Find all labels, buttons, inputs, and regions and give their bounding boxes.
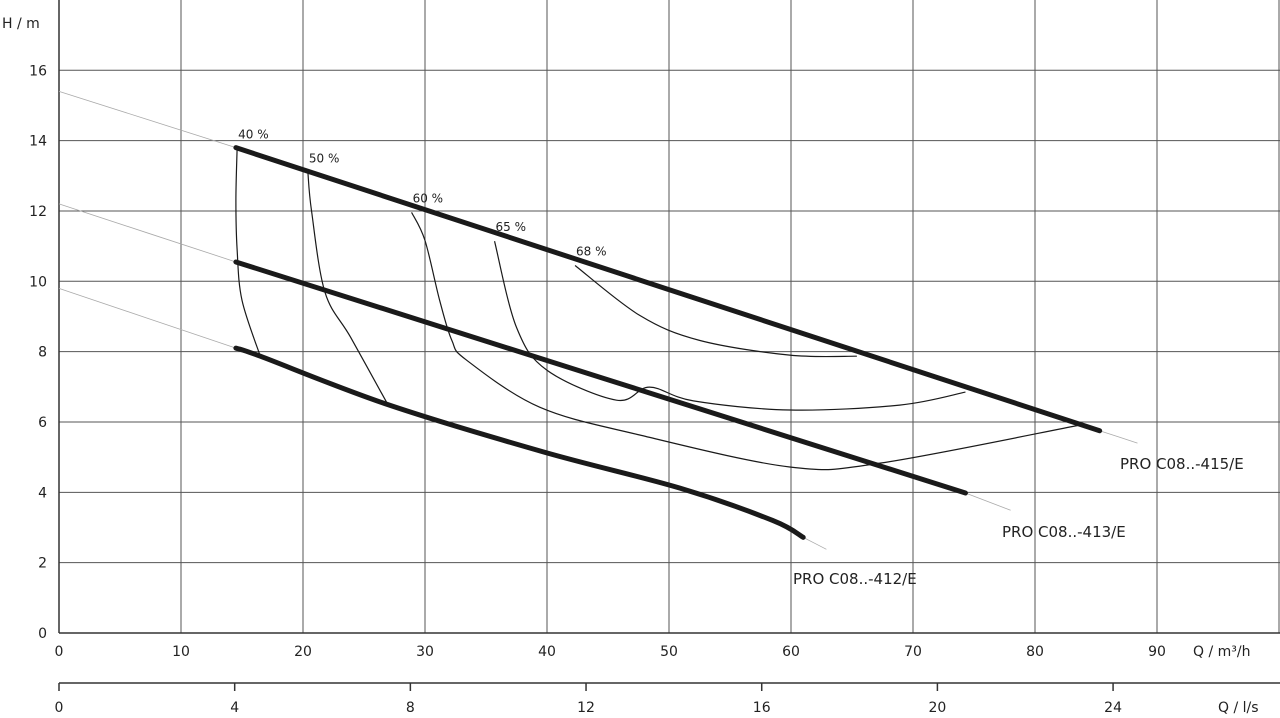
efficiency-label: 50 %	[309, 151, 340, 165]
efficiency-curve	[493, 241, 966, 411]
y-tick-label: 2	[38, 556, 47, 572]
y-tick-label: 8	[38, 345, 47, 361]
plot-marks	[58, 91, 1138, 550]
x2-tick-label: 12	[577, 700, 595, 716]
x-axis-label: Q / m³/h	[1193, 644, 1250, 660]
x-tick-label: 20	[294, 644, 312, 660]
curve-extension	[1099, 430, 1138, 444]
x-tick-label: 90	[1148, 644, 1166, 660]
curve-extension	[58, 203, 237, 263]
pump-curve-label: PRO C08..-412/E	[793, 570, 917, 588]
x-tick-label: 10	[172, 644, 190, 660]
x-tick-label: 50	[660, 644, 678, 660]
pump-curve-label: PRO C08..-413/E	[1002, 523, 1126, 541]
y-tick-label: 4	[38, 485, 47, 501]
efficiency-curve	[411, 212, 1078, 471]
x2-tick-label: 24	[1104, 700, 1122, 716]
efficiency-label: 65 %	[496, 220, 527, 234]
y-tick-label: 14	[29, 134, 47, 150]
efficiency-curve	[574, 264, 857, 358]
curve-extension	[803, 536, 827, 550]
curve-extension	[58, 287, 237, 349]
curve-extension	[58, 91, 237, 149]
efficiency-label: 68 %	[576, 244, 607, 258]
x2-tick-label: 8	[406, 700, 415, 716]
y-tick-label: 16	[29, 63, 47, 79]
y-tick-label: 6	[38, 415, 47, 431]
y-tick-label: 12	[29, 204, 47, 220]
pump-curve-label: PRO C08..-415/E	[1120, 455, 1244, 473]
pump-curve	[233, 259, 968, 496]
efficiency-label: 40 %	[238, 127, 269, 141]
efficiency-label: 60 %	[413, 191, 444, 205]
pump-curve	[233, 345, 806, 540]
x-tick-label: 70	[904, 644, 922, 660]
y-tick-label: 10	[29, 274, 47, 290]
x2-tick-label: 4	[230, 700, 239, 716]
x-tick-label: 60	[782, 644, 800, 660]
efficiency-curve	[235, 148, 261, 357]
x-tick-label: 40	[538, 644, 556, 660]
y-axis-label: H / m	[2, 16, 40, 32]
x2-tick-label: 0	[55, 700, 64, 716]
x2-axis-label: Q / l/s	[1218, 700, 1259, 716]
y-tick-label: 0	[38, 626, 47, 642]
labels: 0 4 8 12 16 20 240 10 20 30 40 50 60 70 80 900246810121…	[29, 63, 1244, 716]
pump-curve	[233, 145, 1103, 434]
grid	[58, 0, 1280, 691]
curve-extension	[965, 492, 1011, 511]
x2-tick-label: 20	[928, 700, 946, 716]
x-tick-label: 30	[416, 644, 434, 660]
x2-tick-label: 16	[753, 700, 771, 716]
x-tick-label: 80	[1026, 644, 1044, 660]
x-tick-label: 0	[55, 644, 64, 660]
